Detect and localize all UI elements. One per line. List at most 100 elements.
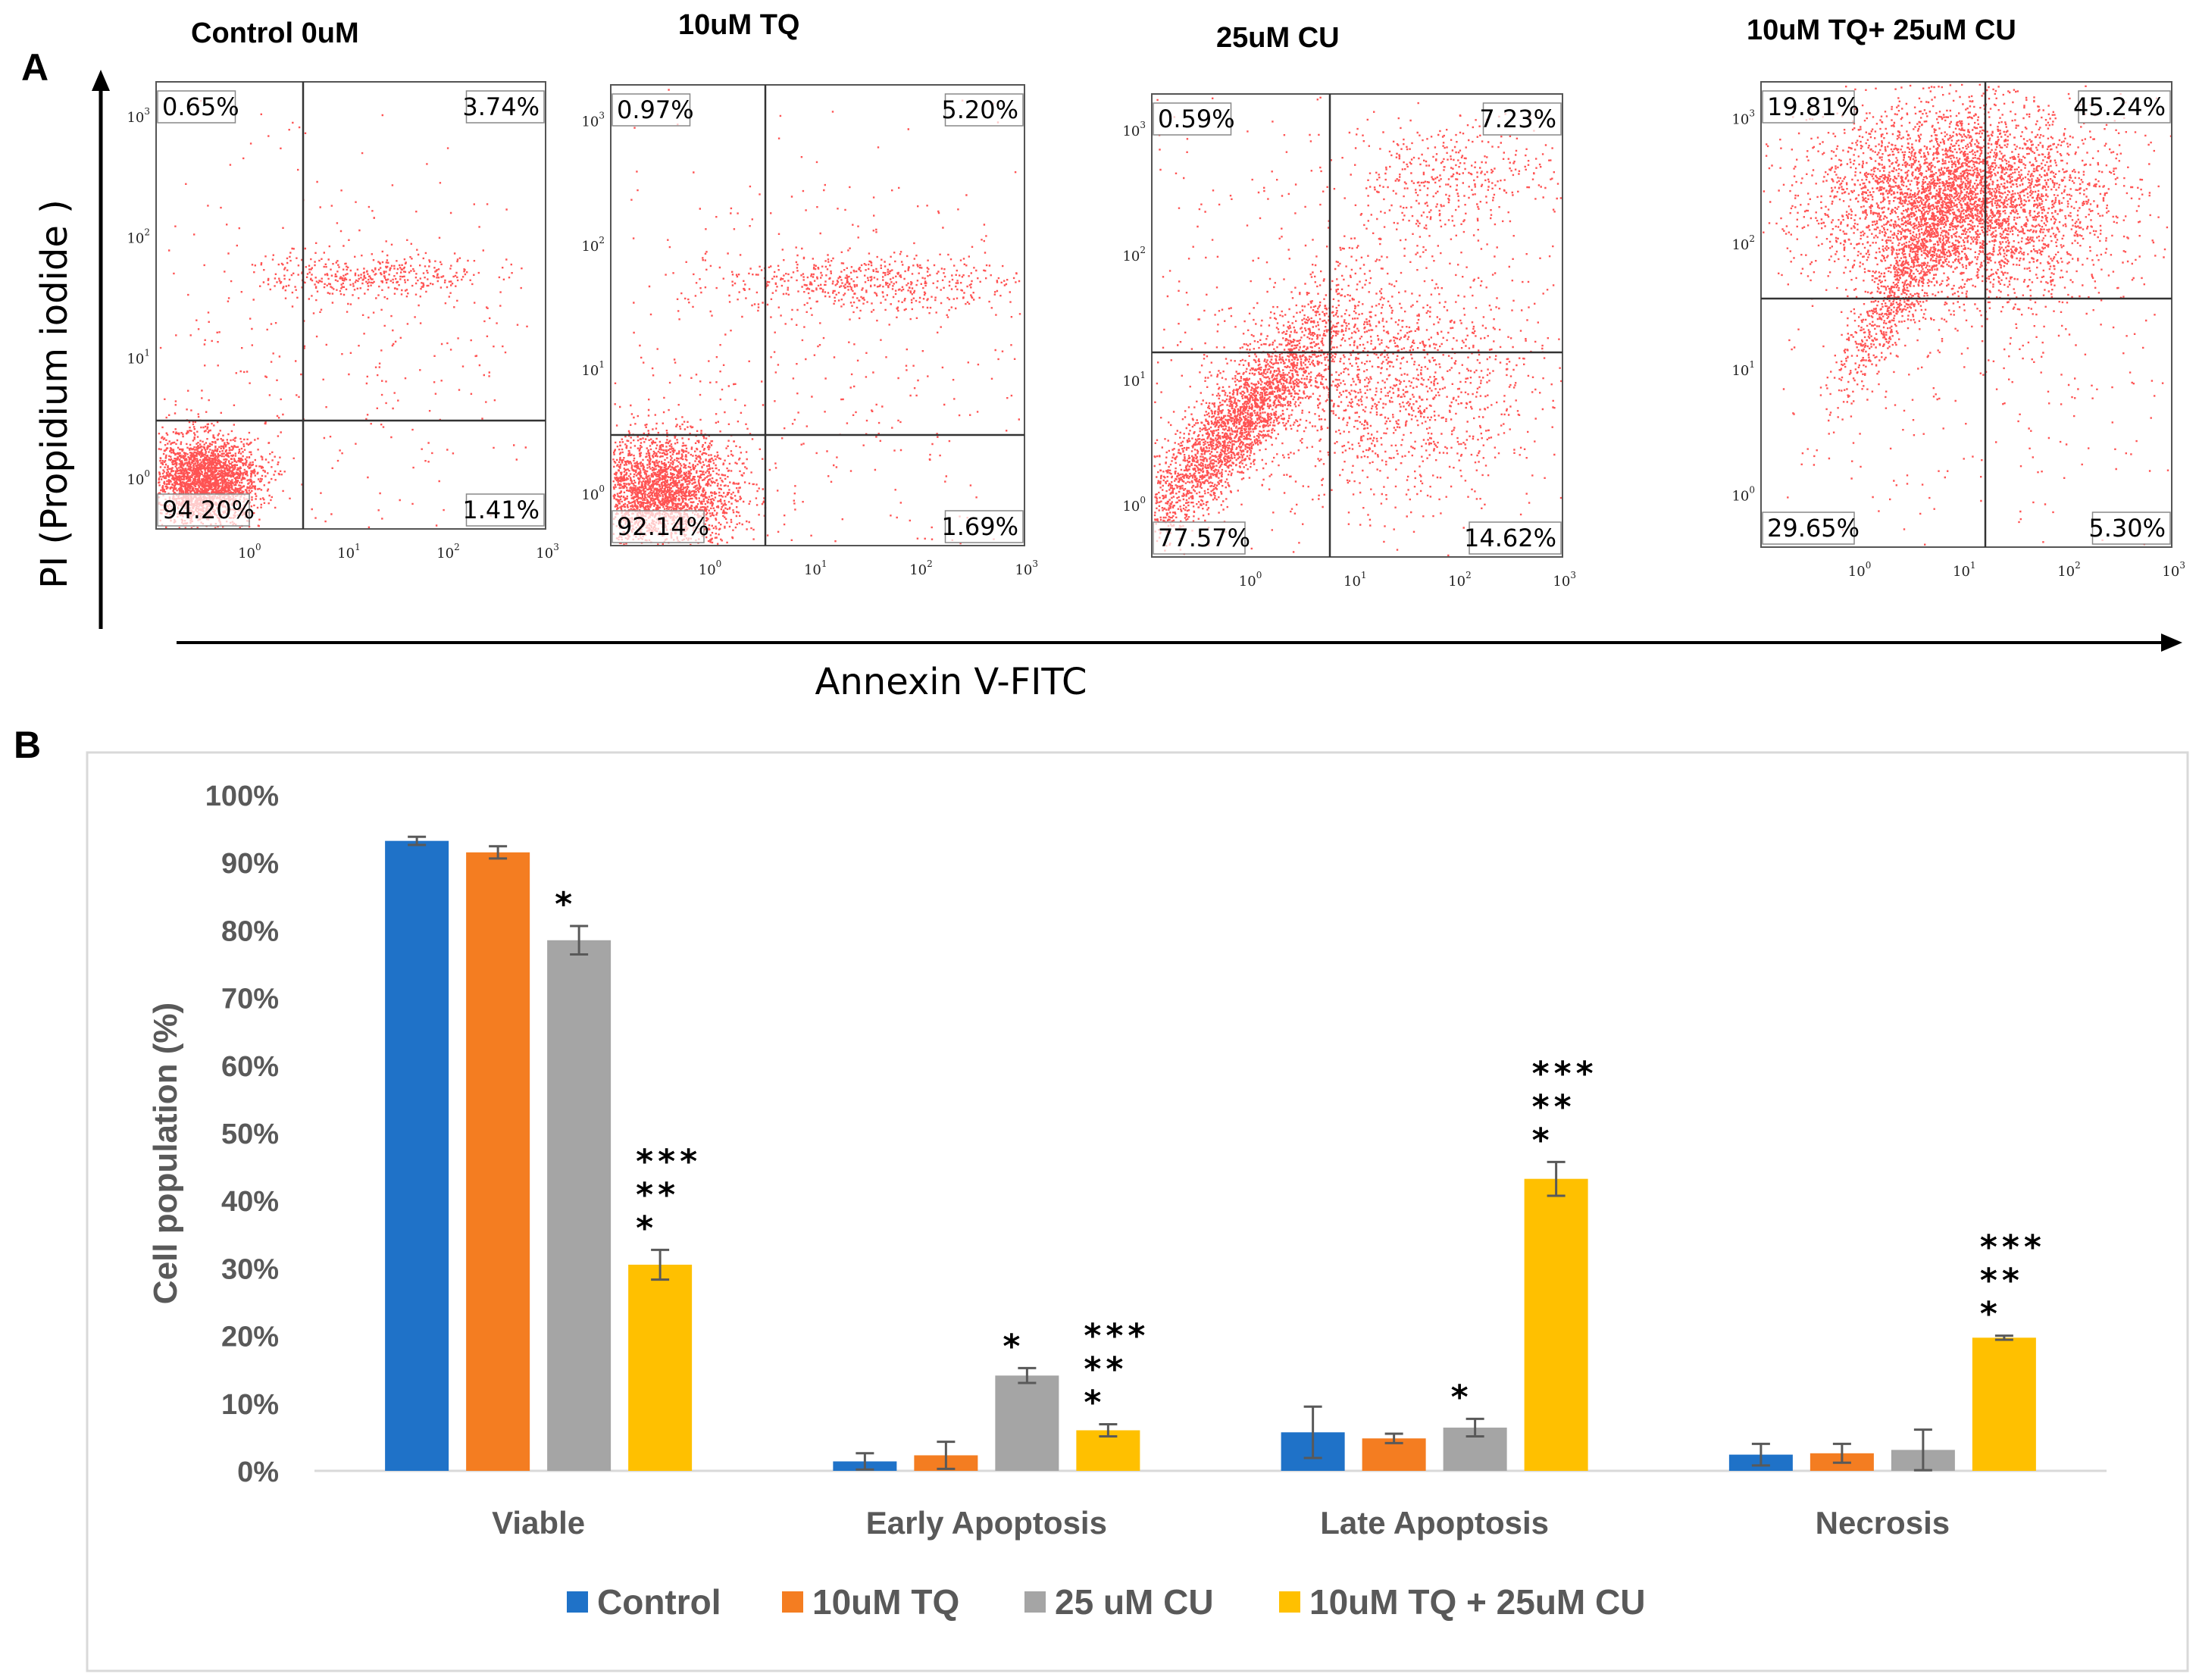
x-tick-label: 100	[699, 558, 722, 578]
flow-plot-frame	[1760, 81, 2172, 548]
quadrant-lower-right: 1.41%	[462, 496, 540, 524]
flow-plot-frame	[155, 81, 546, 530]
quadrant-upper-left-box	[1153, 102, 1232, 136]
quadrant-upper-right: 7.23%	[1479, 105, 1556, 133]
x-tick-label: 101	[804, 558, 827, 578]
quadrant-lower-right: 1.69%	[941, 512, 1018, 541]
bar	[466, 852, 530, 1471]
quadrant-upper-left: 19.81%	[1767, 92, 1860, 121]
x-tick-label: 100	[1848, 560, 1872, 580]
legend-label: Control	[597, 1582, 721, 1622]
x-tick-label: 103	[2162, 560, 2185, 580]
legend-label: 10uM TQ	[812, 1582, 959, 1622]
flow-plot: Control 0uM 0.65% 3.74% 94.20% 1.41% 100 100 10…	[127, 17, 558, 562]
y-tick-label: 40%	[221, 1186, 279, 1218]
flow-plot-title: Control 0uM	[191, 17, 359, 49]
flow-cytometry-panel: PI (Propidium iodide ) Annexin V-FITC Co…	[33, 9, 2185, 703]
x-tick-label: 100	[1239, 570, 1262, 590]
flow-plot-title: 10uM TQ+ 25uM CU	[1747, 14, 2016, 46]
bar	[995, 1375, 1059, 1471]
quadrant-lower-right-box	[944, 510, 1024, 543]
significance-mark: *	[636, 1209, 658, 1247]
significance-mark: ***	[1532, 1054, 1598, 1093]
bar	[1524, 1178, 1588, 1471]
flow-events	[1153, 96, 1562, 557]
significance-mark: ***	[1980, 1228, 2046, 1267]
quadrant-upper-right: 5.20%	[941, 95, 1018, 124]
quadrant-lower-right: 5.30%	[2088, 514, 2166, 543]
annexin-axis-title: Annexin V-FITC	[815, 661, 1087, 703]
x-tick-label: 103	[1015, 558, 1038, 578]
y-tick-label: 60%	[221, 1051, 279, 1083]
bar-chart: 0% 10% 20% 30% 40% 50% 60% 70% 80% 90% 100% Viable E…	[205, 781, 2107, 1541]
category-label: Late Apoptosis	[1320, 1505, 1549, 1541]
bar	[628, 1264, 693, 1471]
significance-mark: ***	[1084, 1316, 1150, 1355]
quadrant-upper-right-box	[2078, 90, 2171, 124]
significance-mark: *	[1451, 1378, 1473, 1416]
quadrant-lower-left-box	[1153, 521, 1246, 555]
chart-legend: Control 10uM TQ 25 uM CU 10uM TQ + 25uM CU	[567, 1582, 1645, 1622]
quadrant-lower-left-box	[1762, 512, 1855, 545]
y-tick-label: 102	[1122, 245, 1146, 264]
significance-mark: **	[1084, 1350, 1128, 1388]
y-tick-label: 70%	[221, 984, 279, 1015]
category-label: Necrosis	[1816, 1505, 1950, 1541]
panel-b-label: B	[14, 724, 41, 766]
y-tick-label: 101	[127, 348, 150, 368]
y-tick-label: 30%	[221, 1253, 279, 1285]
significance-mark: *	[1084, 1383, 1106, 1422]
y-tick-label: 103	[1122, 120, 1146, 139]
flow-plot-frame	[610, 84, 1025, 546]
x-tick-label: 101	[1343, 570, 1367, 590]
quadrant-lower-right-box	[2091, 512, 2171, 545]
bar-chart-frame	[86, 751, 2189, 1672]
quadrant-upper-left: 0.59%	[1158, 105, 1235, 133]
quadrant-upper-right-box	[944, 93, 1024, 127]
panel-a-label: A	[21, 46, 48, 89]
x-tick-label: 102	[436, 542, 460, 562]
y-tick-label: 100	[127, 468, 150, 488]
flow-events	[158, 99, 528, 530]
x-tick-label: 103	[536, 542, 559, 562]
quadrant-upper-right-box	[465, 90, 545, 124]
significance-mark: ***	[636, 1142, 702, 1181]
quadrant-upper-right: 3.74%	[462, 92, 540, 121]
flow-plot: 10uM TQ+ 25uM CU 19.81% 45.24% 29.65% 5.30% 1…	[1731, 14, 2185, 580]
quadrant-upper-left-box	[1762, 90, 1855, 124]
significance-mark: **	[1980, 1262, 2024, 1300]
flow-plot: 10uM TQ 0.97% 5.20% 92.14% 1.69% 100 100 101 101…	[581, 9, 1038, 578]
flow-plot-title: 10uM TQ	[678, 9, 799, 41]
legend-swatch	[1024, 1591, 1046, 1613]
y-tick-label: 0%	[237, 1456, 279, 1488]
annexin-axis-arrowhead	[2161, 634, 2182, 652]
legend-swatch	[1279, 1591, 1300, 1613]
legend-label: 10uM TQ + 25uM CU	[1309, 1582, 1645, 1622]
x-tick-label: 102	[1448, 570, 1472, 590]
quadrant-lower-left: 77.57%	[1158, 524, 1250, 552]
y-tick-label: 50%	[221, 1118, 279, 1150]
y-tick-label: 101	[1731, 359, 1755, 379]
y-tick-label: 103	[1731, 108, 1755, 127]
quadrant-lower-right-box	[1469, 521, 1562, 555]
y-tick-label: 80%	[221, 915, 279, 947]
quadrant-upper-left-box	[157, 90, 236, 124]
y-tick-label: 103	[127, 106, 150, 126]
x-tick-label: 102	[909, 558, 933, 578]
y-tick-label: 100	[1731, 485, 1755, 505]
quadrant-upper-left: 0.65%	[162, 92, 239, 121]
bar-chart-y-axis-title: Cell population (%)	[147, 1003, 184, 1304]
y-tick-label: 102	[1731, 233, 1755, 253]
flow-events	[1763, 83, 2172, 546]
quadrant-lower-left-box	[612, 510, 705, 543]
flow-events	[612, 89, 1021, 546]
x-tick-label: 102	[2057, 560, 2081, 580]
quadrant-lower-right: 14.62%	[1464, 524, 1556, 552]
y-tick-label: 100	[581, 483, 605, 503]
y-tick-label: 10%	[221, 1389, 279, 1421]
bar	[385, 840, 449, 1471]
significance-mark: **	[636, 1175, 680, 1214]
legend-swatch	[567, 1591, 588, 1613]
y-tick-label: 101	[1122, 370, 1146, 389]
significance-mark: *	[1003, 1327, 1024, 1366]
